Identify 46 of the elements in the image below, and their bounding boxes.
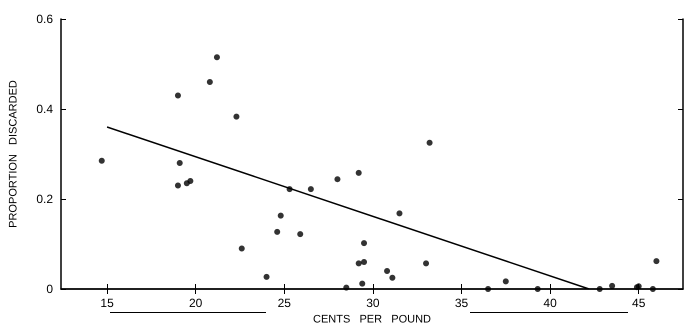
y-tick-label: 0.4 <box>36 102 54 116</box>
point <box>334 176 340 182</box>
point <box>356 260 362 266</box>
point <box>98 158 105 164</box>
point <box>206 79 213 85</box>
x-tick-label: 15 <box>100 296 114 310</box>
point <box>423 260 430 266</box>
y-tick-label: 0.6 <box>36 12 54 26</box>
point <box>396 210 402 216</box>
point <box>297 231 304 238</box>
x-axis-title: CENTS PER POUND <box>313 313 432 326</box>
x-tick-label: 45 <box>632 296 646 310</box>
point <box>174 182 181 188</box>
point <box>356 170 362 176</box>
point <box>343 284 350 291</box>
point <box>361 259 368 265</box>
point <box>426 140 433 146</box>
point <box>596 286 603 292</box>
point <box>278 212 284 219</box>
x-tick-label: 40 <box>543 296 558 310</box>
point <box>214 54 220 60</box>
point <box>174 92 181 98</box>
point <box>653 258 660 264</box>
point <box>389 274 396 281</box>
y-tick-label: 0.2 <box>36 192 54 206</box>
point <box>650 286 656 292</box>
x-tick-label: 30 <box>366 296 380 310</box>
point <box>485 286 492 292</box>
point <box>361 240 368 246</box>
y-axis-title: PROPORTION DISCARDED <box>8 80 20 228</box>
point <box>384 268 390 274</box>
point <box>233 114 240 120</box>
point <box>534 286 541 292</box>
y-tick-label: 0 <box>46 282 54 296</box>
point <box>359 280 366 287</box>
point <box>176 160 183 166</box>
point <box>502 278 509 284</box>
x-tick-label: 35 <box>454 296 468 310</box>
point <box>264 274 270 280</box>
x-tick-label: 20 <box>189 296 203 310</box>
point <box>308 186 314 192</box>
point <box>274 228 280 235</box>
point <box>238 246 245 252</box>
point <box>187 178 194 184</box>
x-tick-label: 25 <box>278 296 292 310</box>
point <box>609 282 616 289</box>
